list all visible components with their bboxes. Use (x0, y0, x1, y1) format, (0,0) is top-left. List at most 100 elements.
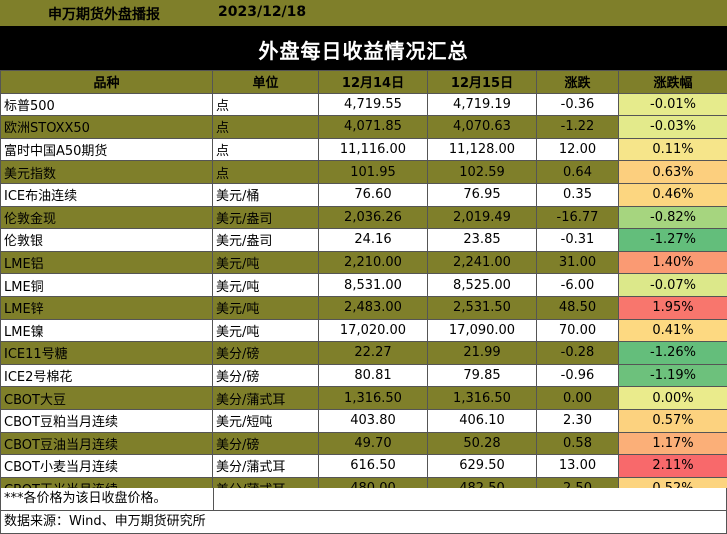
table-row: 伦敦银 美元/盎司 24.16 23.85 -0.31 -1.27% (0, 228, 727, 252)
cell-variety: LME铝 (0, 250, 213, 275)
cell-change: 48.50 (536, 295, 619, 320)
cell-dec15: 23.85 (427, 228, 537, 252)
cell-dec14: 101.95 (318, 160, 428, 184)
cell-unit: 美分/磅 (212, 341, 319, 365)
cell-variety: 标普500 (0, 92, 213, 117)
cell-dec15: 2,019.49 (427, 205, 537, 230)
cell-change: -16.77 (536, 205, 619, 230)
cell-dec14: 76.60 (318, 182, 428, 207)
cell-change: 0.58 (536, 431, 619, 456)
cell-dec14: 2,483.00 (318, 295, 428, 320)
cell-dec15: 406.10 (427, 408, 537, 433)
cell-dec14: 80.81 (318, 363, 428, 388)
table-row: LME锌 美元/吨 2,483.00 2,531.50 48.50 1.95% (0, 295, 727, 320)
cell-dec14: 8,531.00 (318, 273, 428, 297)
cell-change: -1.22 (536, 115, 619, 139)
data-source: 数据来源：Wind、申万期货研究所 (0, 511, 727, 534)
cell-unit: 美元/短吨 (212, 408, 319, 433)
report-date: 2023/12/18 (218, 4, 307, 20)
cell-variety: 伦敦银 (0, 228, 213, 252)
cell-change: 70.00 (536, 318, 619, 343)
cell-change-pct: -0.07% (618, 273, 727, 297)
cell-dec15: 4,719.19 (427, 92, 537, 117)
table-row: ICE2号棉花 美分/磅 80.81 79.85 -0.96 -1.19% (0, 363, 727, 388)
cell-change: -6.00 (536, 273, 619, 297)
cell-change-pct: 0.63% (618, 160, 727, 184)
cell-change-pct: 0.46% (618, 182, 727, 207)
cell-unit: 美元/吨 (212, 273, 319, 297)
cell-unit: 点 (212, 137, 319, 162)
cell-unit: 美分/磅 (212, 363, 319, 388)
price-note-text: ***各价格为该日收盘价格。 (4, 491, 167, 506)
cell-dec15: 4,070.63 (427, 115, 537, 139)
cell-unit: 美分/磅 (212, 431, 319, 456)
top-banner: 申万期货外盘播报 2023/12/18 (0, 0, 727, 26)
table-body: 标普500 点 4,719.55 4,719.19 -0.36 -0.01% 欧洲STOXX… (0, 92, 727, 501)
cell-variety: CBOT豆粕当月连续 (0, 408, 213, 433)
cell-dec14: 49.70 (318, 431, 428, 456)
table-row: CBOT豆粕当月连续 美元/短吨 403.80 406.10 2.30 0.57% (0, 408, 727, 433)
cell-change: -0.96 (536, 363, 619, 388)
table-row: 欧洲STOXX50 点 4,071.85 4,070.63 -1.22 -0.03% (0, 115, 727, 139)
cell-change: 12.00 (536, 137, 619, 162)
cell-variety: LME铜 (0, 273, 213, 297)
cell-change: -0.36 (536, 92, 619, 117)
table-row: ICE布油连续 美元/桶 76.60 76.95 0.35 0.46% (0, 182, 727, 207)
cell-variety: LME镍 (0, 318, 213, 343)
cell-dec15: 11,128.00 (427, 137, 537, 162)
table-row: ICE11号糖 美分/磅 22.27 21.99 -0.28 -1.26% (0, 341, 727, 365)
cell-change: 2.30 (536, 408, 619, 433)
cell-dec14: 616.50 (318, 454, 428, 478)
cell-dec14: 22.27 (318, 341, 428, 365)
column-header-change: 涨跌 (536, 70, 619, 94)
cell-unit: 美分/蒲式耳 (212, 386, 319, 410)
table-row: LME镍 美元/吨 17,020.00 17,090.00 70.00 0.41% (0, 318, 727, 343)
cell-change-pct: -1.27% (618, 228, 727, 252)
cell-variety: ICE11号糖 (0, 341, 213, 365)
cell-dec15: 1,316.50 (427, 386, 537, 410)
cell-change-pct: -1.26% (618, 341, 727, 365)
cell-dec14: 17,020.00 (318, 318, 428, 343)
cell-change: 13.00 (536, 454, 619, 478)
cell-change: -0.28 (536, 341, 619, 365)
cell-dec15: 50.28 (427, 431, 537, 456)
cell-variety: ICE布油连续 (0, 182, 213, 207)
cell-change: 0.64 (536, 160, 619, 184)
cell-dec15: 76.95 (427, 182, 537, 207)
cell-dec15: 2,241.00 (427, 250, 537, 275)
cell-dec15: 629.50 (427, 454, 537, 478)
cell-change-pct: 1.95% (618, 295, 727, 320)
cell-variety: ICE2号棉花 (0, 363, 213, 388)
cell-change-pct: 0.57% (618, 408, 727, 433)
cell-dec14: 2,036.26 (318, 205, 428, 230)
table-header-row: 品种 单位 12月14日 12月15日 涨跌 涨跌幅 (0, 70, 727, 94)
cell-dec15: 102.59 (427, 160, 537, 184)
cell-change-pct: -1.19% (618, 363, 727, 388)
cell-unit: 美元/桶 (212, 182, 319, 207)
cell-dec14: 24.16 (318, 228, 428, 252)
table-row: 富时中国A50期货点 11,116.00 11,128.00 12.00 0.11% (0, 137, 727, 162)
cell-dec15: 21.99 (427, 341, 537, 365)
table-row: CBOT小麦当月连续 美分/蒲式耳 616.50 629.50 13.00 2.11% (0, 454, 727, 478)
cell-dec15: 79.85 (427, 363, 537, 388)
cell-dec14: 11,116.00 (318, 137, 428, 162)
cell-dec14: 2,210.00 (318, 250, 428, 275)
returns-table: 品种 单位 12月14日 12月15日 涨跌 涨跌幅 标普500 点 4,719.5… (0, 70, 727, 501)
column-header-unit: 单位 (212, 70, 319, 94)
divider (213, 488, 214, 510)
cell-unit: 点 (212, 115, 319, 139)
cell-change-pct: 0.11% (618, 137, 727, 162)
cell-variety: LME锌 (0, 295, 213, 320)
column-header-dec15: 12月15日 (427, 70, 537, 94)
title-banner: 外盘每日收益情况汇总 (0, 26, 727, 70)
cell-dec14: 1,316.50 (318, 386, 428, 410)
cell-unit: 美分/蒲式耳 (212, 454, 319, 478)
cell-variety: 伦敦金现 (0, 205, 213, 230)
cell-change-pct: -0.01% (618, 92, 727, 117)
cell-dec14: 4,071.85 (318, 115, 428, 139)
cell-unit: 美元/盎司 (212, 205, 319, 230)
cell-change: -0.31 (536, 228, 619, 252)
cell-change-pct: -0.03% (618, 115, 727, 139)
cell-variety: CBOT小麦当月连续 (0, 454, 213, 478)
table-row: LME铜 美元/吨 8,531.00 8,525.00 -6.00 -0.07% (0, 273, 727, 297)
